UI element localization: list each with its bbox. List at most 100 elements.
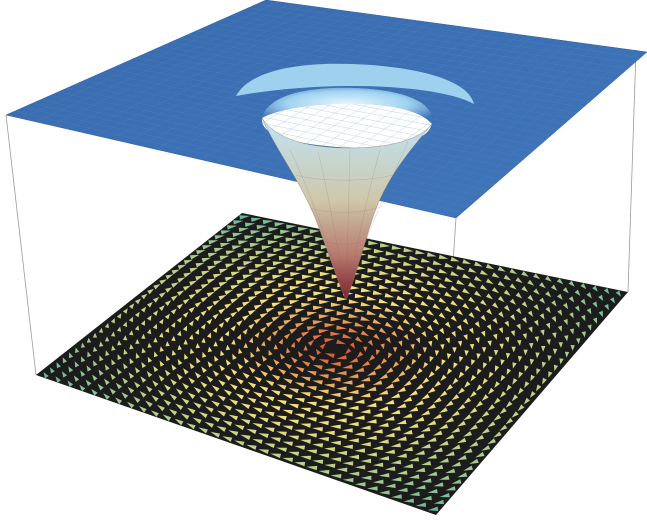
field-arrow — [426, 309, 435, 316]
field-arrow — [170, 378, 177, 386]
field-arrow — [574, 289, 581, 296]
field-arrow — [166, 355, 171, 362]
field-arrow — [409, 390, 418, 396]
field-arrow — [174, 418, 184, 426]
field-arrow — [378, 456, 390, 461]
field-arrow — [553, 364, 559, 372]
field-arrow — [288, 388, 299, 394]
field-arrow — [391, 477, 402, 482]
field-arrow — [324, 338, 335, 343]
field-arrow — [295, 308, 306, 314]
field-arrow — [456, 279, 465, 285]
field-arrow — [276, 431, 287, 436]
field-arrow — [152, 323, 157, 330]
field-arrow — [111, 345, 116, 351]
field-arrow — [320, 258, 331, 263]
field-arrow — [182, 311, 189, 318]
field-arrow — [252, 438, 263, 444]
field-arrow — [258, 433, 269, 439]
field-arrow — [570, 345, 575, 351]
field-arrow — [475, 400, 483, 408]
field-arrow — [396, 470, 408, 475]
field-arrow — [366, 310, 377, 315]
field-arrow — [301, 360, 311, 367]
field-arrow — [481, 394, 489, 401]
field-arrow — [509, 298, 516, 305]
field-arrow — [505, 417, 513, 425]
field-arrow — [248, 366, 256, 374]
field-arrow — [308, 354, 316, 361]
field-arrow — [324, 447, 336, 452]
field-arrow — [402, 318, 411, 325]
field-arrow — [212, 370, 220, 377]
field-arrow — [290, 258, 302, 263]
field-arrow — [397, 267, 407, 272]
field-arrow — [258, 417, 269, 423]
field-arrow — [444, 277, 454, 283]
field-arrow — [182, 382, 189, 390]
field-arrow — [236, 293, 246, 298]
field-arrow — [261, 355, 267, 362]
field-arrow — [92, 374, 98, 381]
field-arrow — [249, 242, 260, 248]
field-arrow — [524, 365, 529, 372]
field-arrow — [276, 384, 287, 390]
field-arrow — [379, 256, 390, 262]
field-arrow — [426, 437, 437, 442]
field-arrow — [246, 444, 257, 450]
field-arrow — [432, 303, 441, 310]
field-arrow — [128, 372, 135, 379]
field-arrow — [468, 312, 475, 319]
field-arrow — [308, 255, 319, 261]
field-arrow — [258, 449, 269, 454]
field-arrow — [426, 295, 435, 301]
field-arrow — [194, 301, 202, 308]
field-arrow — [246, 397, 257, 404]
field-arrow — [302, 261, 313, 266]
field-arrow — [384, 399, 395, 405]
field-arrow — [509, 283, 517, 290]
field-arrow — [390, 443, 401, 448]
field-arrow — [541, 346, 546, 352]
field-arrow — [512, 362, 517, 369]
field-arrow — [234, 424, 245, 431]
field-arrow — [367, 254, 379, 259]
field-arrow — [510, 330, 515, 337]
field-arrow — [384, 321, 393, 328]
field-arrow — [474, 290, 482, 297]
field-arrow — [324, 398, 335, 404]
field-arrow — [384, 432, 395, 438]
field-arrow — [397, 253, 408, 258]
field-arrow — [182, 325, 188, 332]
field-arrow — [288, 451, 300, 456]
field-arrow — [391, 377, 400, 383]
field-arrow — [270, 405, 281, 411]
field-arrow — [515, 292, 523, 299]
field-arrow — [498, 327, 503, 334]
field-arrow — [551, 300, 557, 307]
field-arrow — [336, 402, 347, 407]
field-arrow — [147, 356, 153, 363]
field-arrow — [487, 421, 496, 428]
field-arrow — [534, 336, 539, 343]
field-arrow — [463, 448, 473, 454]
field-arrow — [379, 490, 390, 495]
field-arrow — [403, 498, 414, 503]
field-arrow — [309, 229, 321, 234]
field-arrow — [214, 355, 219, 362]
field-arrow — [157, 404, 165, 412]
field-arrow — [288, 435, 299, 440]
field-arrow — [429, 356, 434, 363]
field-arrow — [515, 277, 523, 284]
field-arrow — [315, 237, 326, 242]
field-arrow — [116, 368, 122, 375]
field-arrow — [272, 261, 283, 266]
field-arrow — [318, 437, 329, 442]
field-arrow — [272, 330, 279, 336]
field-arrow — [87, 351, 92, 358]
field-arrow — [390, 393, 401, 399]
field-arrow — [294, 382, 305, 388]
field-arrow — [135, 352, 140, 359]
field-arrow — [223, 389, 232, 396]
